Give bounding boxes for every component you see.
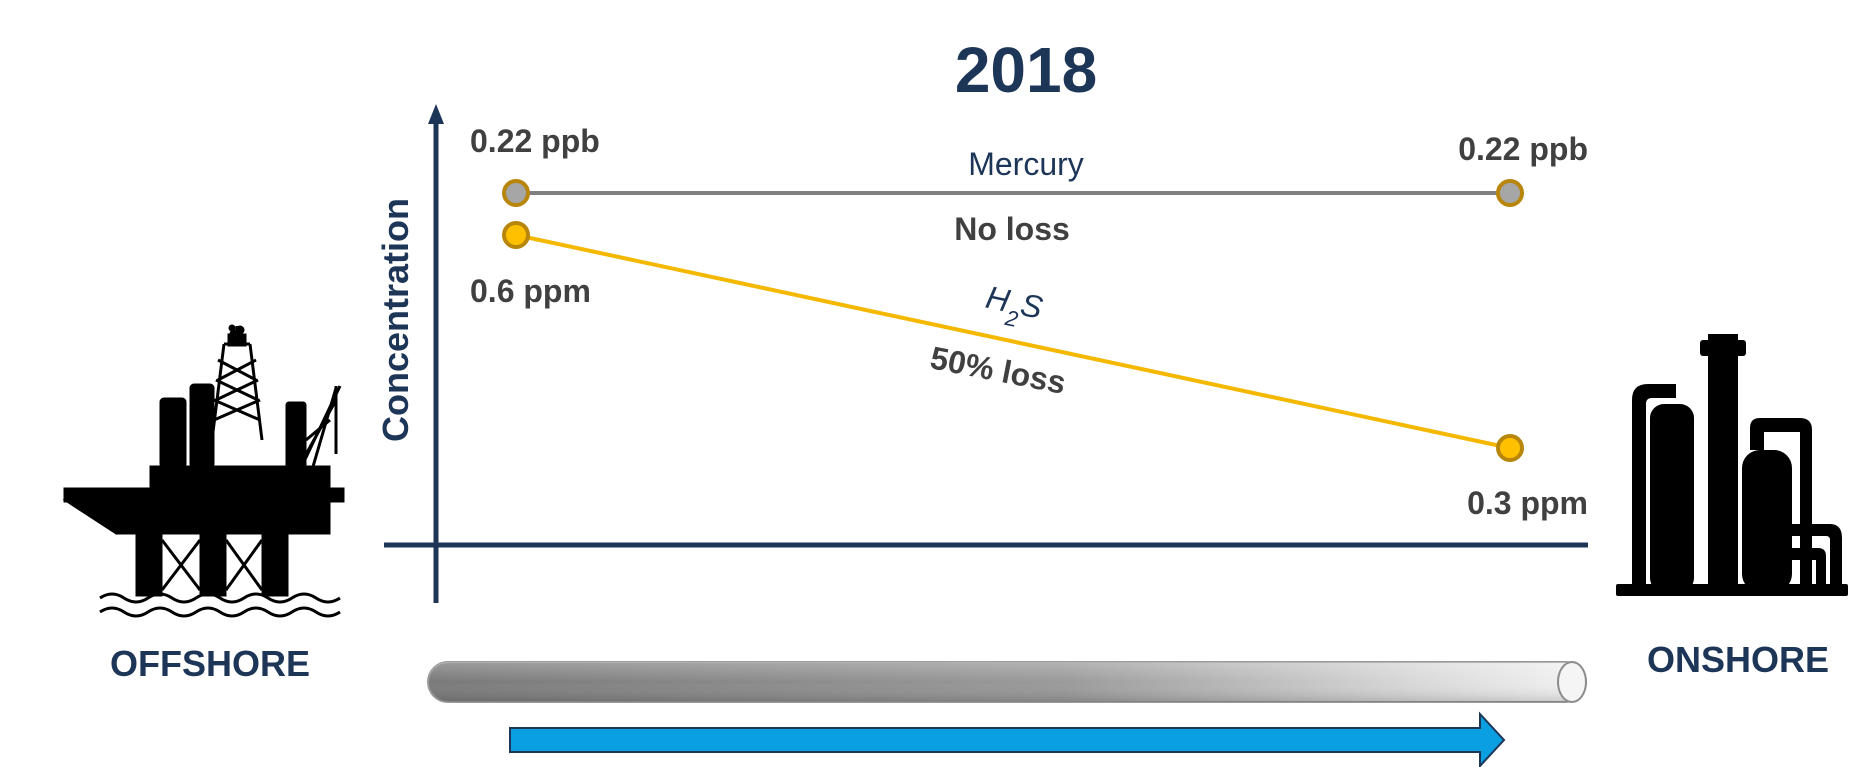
value-label-h2s-offshore: 0.6 ppm [470, 273, 591, 309]
value-label-mercury-onshore: 0.22 ppb [1458, 131, 1588, 167]
y-axis [428, 104, 444, 603]
y-axis-label: Concentration [375, 198, 416, 442]
series-name-h2s: H2S [981, 279, 1046, 336]
chart-title: 2018 [955, 34, 1097, 106]
data-point-mercury-onshore [1496, 179, 1524, 207]
series-name-mercury: Mercury [968, 146, 1084, 182]
series-name-h2s-tail: S [1017, 286, 1045, 326]
series-line-h2s [515, 233, 1511, 450]
data-point-h2s-offshore [502, 221, 530, 249]
data-point-h2s-onshore [1496, 434, 1524, 462]
svg-text:H2S: H2S [981, 279, 1046, 336]
onshore-refinery-icon [1616, 334, 1848, 596]
pipeline [427, 661, 1587, 703]
onshore-label: ONSHORE [1647, 639, 1829, 680]
value-label-mercury-offshore: 0.22 ppb [470, 123, 600, 159]
offshore-oil-platform-icon [62, 324, 345, 618]
value-label-h2s-onshore: 0.3 ppm [1467, 485, 1588, 521]
flow-arrow [509, 711, 1506, 767]
offshore-label: OFFSHORE [110, 643, 310, 684]
data-point-mercury-offshore [502, 179, 530, 207]
series-name-h2s-sub: 2 [1002, 304, 1020, 331]
annotation-mercury: No loss [954, 211, 1070, 247]
